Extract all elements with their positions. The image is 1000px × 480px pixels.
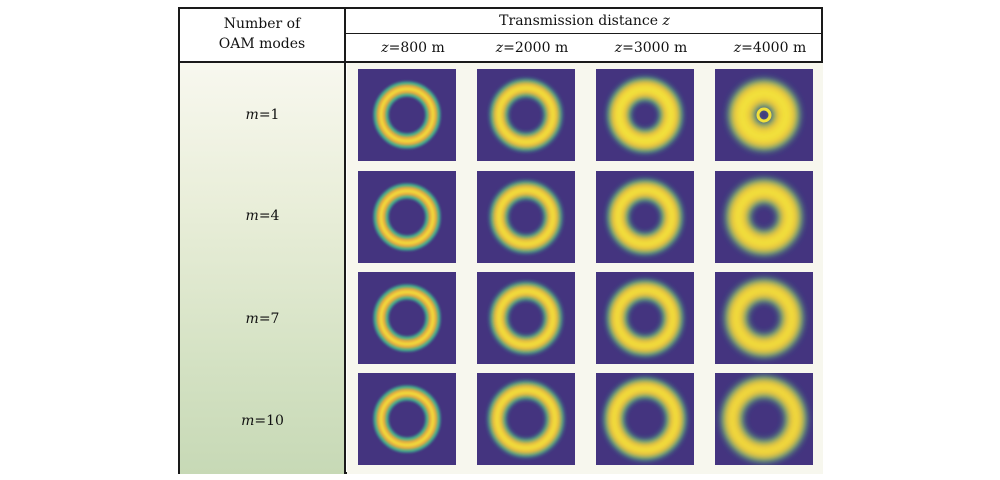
distance-header: z=3000 m [614,40,688,56]
distance-header: z=2000 m [495,40,569,56]
oam-ring [496,85,556,145]
oam-ring [613,185,677,249]
oam-ring [734,85,794,145]
intensity-image [715,69,813,161]
oam-ring [379,290,435,346]
column-group-label: Transmission distance [499,13,663,29]
distance-header: z=800 m [381,40,445,56]
intensity-image [596,171,694,263]
intensity-image [596,69,694,161]
intensity-image [596,272,694,364]
row-label: m=4 [245,208,280,224]
row-header-line2: OAM modes [218,36,306,52]
intensity-image [358,171,456,263]
oam-ring [610,384,680,454]
oam-intensity-figure: Number of OAM modes Transmission distanc… [178,7,823,474]
row-header-cell: Number of OAM modes [180,14,344,54]
header-divider-top [346,33,823,34]
oam-ring [379,87,435,143]
oam-ring [731,285,797,351]
oam-ring [496,288,556,348]
intensity-image [358,272,456,364]
intensity-image [715,171,813,263]
oam-ring [732,185,796,249]
oam-ring [496,187,556,247]
oam-inner-ring [756,107,772,123]
row-label: m=1 [245,107,280,123]
intensity-image [477,69,575,161]
header-divider-bottom [180,61,823,63]
column-divider [344,9,346,474]
intensity-image [715,373,813,465]
intensity-image [358,373,456,465]
intensity-image [596,373,694,465]
oam-ring [494,387,558,451]
intensity-image [477,272,575,364]
oam-ring [613,83,677,147]
intensity-image [358,69,456,161]
oam-ring [613,286,677,350]
column-group-variable: z [662,13,670,29]
row-header-column [180,62,345,474]
row-label: m=10 [241,413,284,429]
oam-ring [727,382,801,456]
row-header-line1: Number of [223,16,301,32]
column-group-header: Transmission distance z [346,11,823,31]
oam-ring [379,391,435,447]
intensity-image [715,272,813,364]
intensity-image [477,373,575,465]
oam-ring [379,189,435,245]
intensity-image [477,171,575,263]
distance-header: z=4000 m [733,40,807,56]
row-label: m=7 [245,311,280,327]
